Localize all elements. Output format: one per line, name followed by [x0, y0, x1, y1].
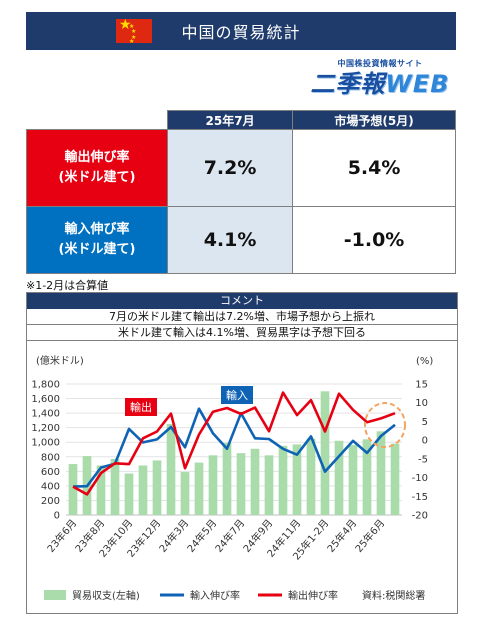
bar	[362, 439, 372, 515]
summary-table: 25年7月 市場予想(5月) 輸出伸び率 (米ドル建て) 7.2% 5.4% 輸…	[26, 110, 456, 274]
site-logo: 中国株投資情報サイト 二季報WEB	[305, 58, 455, 104]
latest-highlight-circle	[364, 402, 406, 448]
left-tick-label: 1,600	[31, 394, 60, 405]
column-header-actual: 25年7月	[166, 110, 294, 130]
left-tick-label: 0	[54, 511, 60, 522]
bar	[152, 460, 162, 515]
left-tick-label: 200	[41, 496, 60, 507]
right-tick-label: -5	[418, 454, 428, 465]
right-tick-label: -10	[412, 473, 428, 484]
import-growth-label: 輸入伸び率 (米ドル建て)	[26, 206, 168, 274]
legend-label-balance: 貿易収支(左軸)	[72, 589, 140, 602]
comment-line-1: 7月の米ドル建て輸出は7.2%増、市場予想から上振れ	[27, 309, 457, 325]
left-tick-label: 1,400	[31, 409, 60, 420]
bar	[138, 465, 148, 515]
import-callout-box	[221, 386, 253, 404]
left-tick-label: 1,000	[31, 438, 60, 449]
export-growth-forecast: 5.4%	[292, 129, 456, 207]
import-growth-actual: 4.1%	[166, 206, 294, 274]
bar	[96, 465, 106, 515]
left-tick-label: 1,200	[31, 423, 60, 434]
footnote: ※1-2月は合算値	[26, 279, 109, 292]
logo-tagline: 中国株投資情報サイト	[337, 59, 423, 68]
chart-panel: コメント 7月の米ドル建て輸出は7.2%増、市場予想から上振れ 米ドル建て輸入は…	[26, 292, 458, 614]
column-header-forecast: 市場予想(5月)	[292, 110, 456, 130]
legend-label-export: 輸出伸び率	[288, 589, 338, 602]
bar	[222, 442, 232, 515]
right-axis-unit: (%)	[416, 356, 433, 367]
left-tick-label: 600	[41, 467, 60, 478]
export-growth-line	[72, 391, 396, 496]
bar	[110, 458, 120, 515]
export-growth-actual: 7.2%	[166, 129, 294, 207]
source-label: 資料:税関総署	[362, 589, 425, 602]
page-title: 中国の貿易統計	[181, 23, 301, 42]
bar	[166, 424, 176, 515]
export-callout-box	[125, 398, 157, 416]
bar	[124, 473, 134, 515]
title-bar: ★ ★ ★ ★ ★ 中国の貿易統計	[26, 12, 456, 50]
bar	[208, 455, 218, 515]
right-tick-label: 10	[415, 398, 428, 409]
bar	[264, 455, 274, 515]
bar	[180, 472, 190, 515]
left-tick-label: 400	[41, 481, 60, 492]
left-tick-label: 1,800	[31, 380, 60, 391]
x-tick-label: 25年6月	[352, 517, 387, 555]
right-tick-label: -20	[412, 511, 428, 522]
comment-line-2: 米ドル建て輸入は4.1%増、貿易黒字は予想下回る	[27, 325, 457, 341]
bar	[320, 391, 330, 515]
bar	[278, 445, 288, 515]
bar	[390, 443, 400, 515]
bar	[68, 464, 78, 515]
legend-swatch-balance	[44, 590, 66, 600]
export-callout-label: 輸出	[130, 400, 152, 414]
legend-label-import: 輸入伸び率	[190, 589, 240, 602]
right-tick-label: 0	[422, 436, 428, 447]
logo-wordmark: 二季報WEB	[310, 70, 450, 98]
bar	[236, 453, 246, 515]
import-growth-forecast: -1.0%	[292, 206, 456, 274]
import-growth-line	[72, 407, 396, 488]
bar	[292, 444, 302, 515]
right-tick-label: 15	[415, 380, 428, 391]
export-growth-label: 輸出伸び率 (米ドル建て)	[26, 129, 168, 207]
left-axis-unit: (億米ドル)	[36, 354, 84, 367]
right-tick-label: 5	[422, 417, 428, 428]
bar	[348, 445, 358, 515]
china-flag-icon: ★ ★ ★ ★ ★	[116, 18, 152, 45]
bar	[250, 448, 260, 515]
bar	[334, 440, 344, 515]
import-callout-label: 輸入	[226, 388, 248, 402]
right-tick-label: -15	[412, 492, 428, 503]
bar	[306, 438, 316, 515]
comment-header: コメント	[27, 293, 457, 309]
bar	[194, 462, 204, 515]
left-tick-label: 800	[41, 452, 60, 463]
bar	[376, 431, 386, 515]
